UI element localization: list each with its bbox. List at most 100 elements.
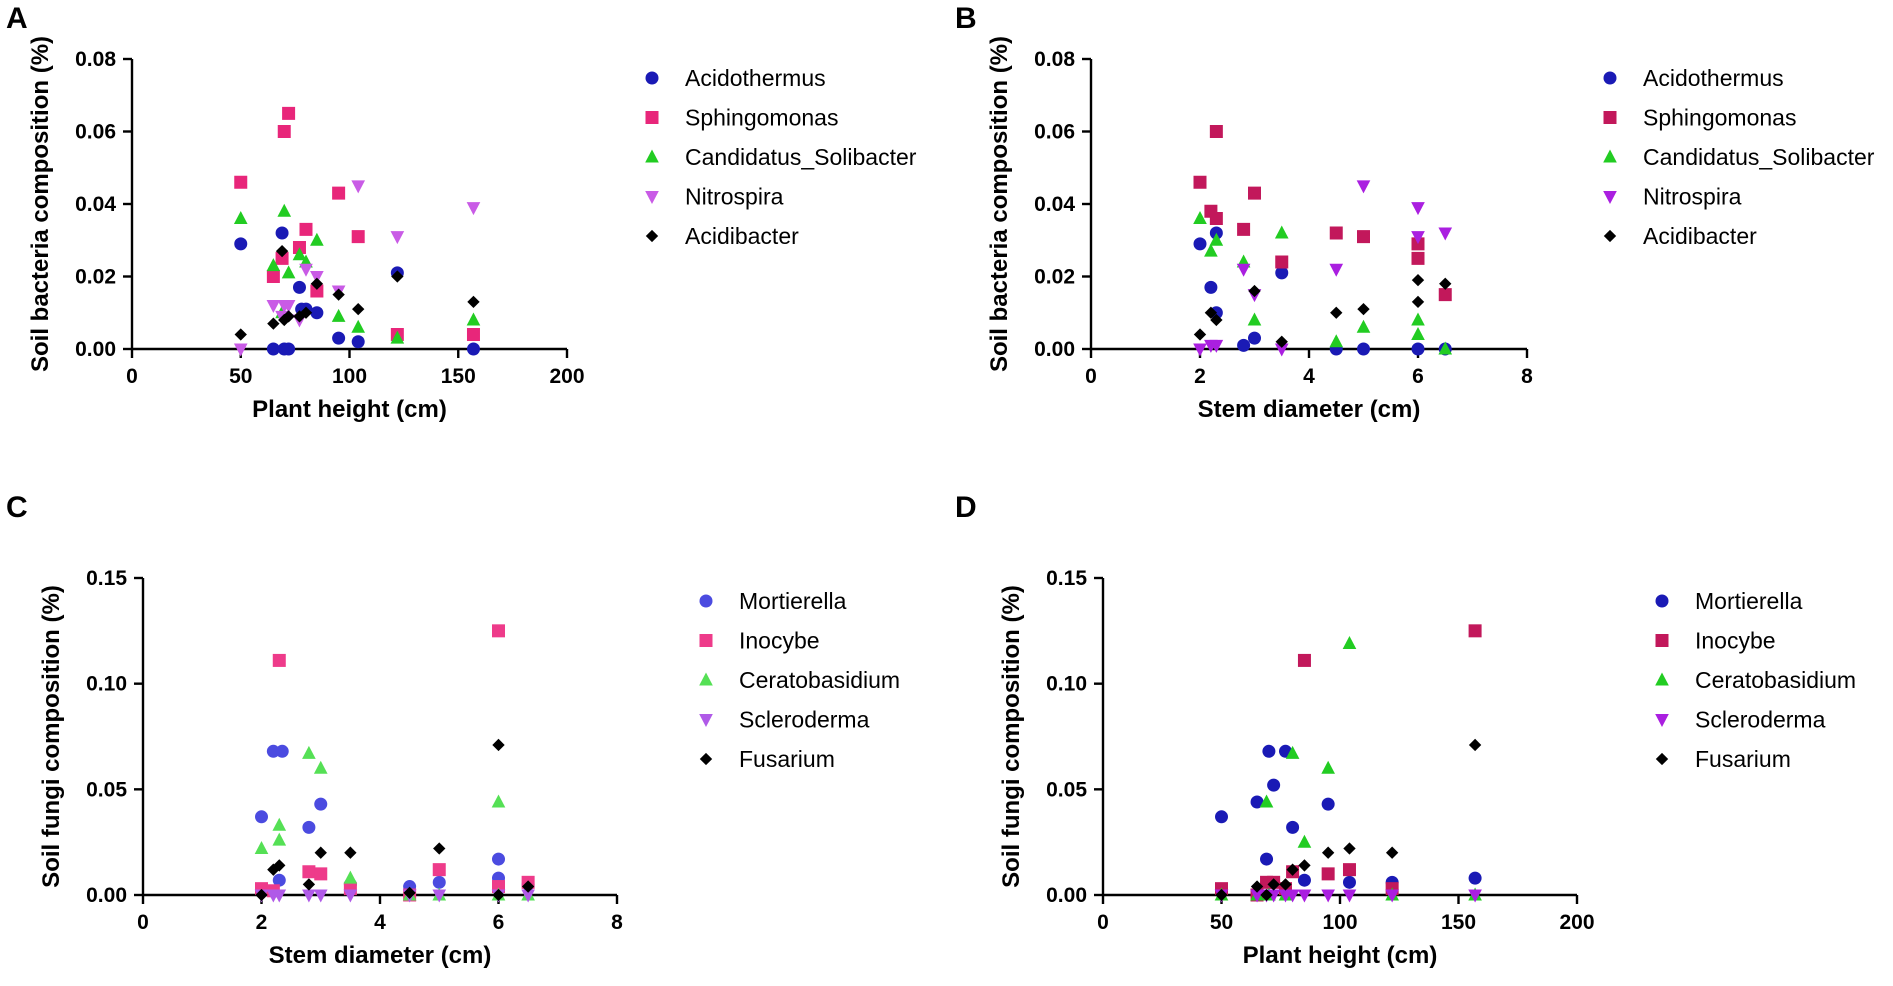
legend-label: Acidibacter — [1643, 223, 1757, 249]
legend-label: Acidothermus — [685, 65, 826, 91]
data-point — [1411, 202, 1425, 216]
x-tick-label: 150 — [441, 365, 476, 388]
data-point — [467, 295, 480, 309]
data-point — [1356, 180, 1371, 194]
data-point — [432, 875, 446, 889]
data-point — [1260, 888, 1273, 902]
data-point — [1260, 852, 1274, 866]
series-mortierella — [255, 744, 535, 894]
legend-marker-circle — [1655, 594, 1669, 608]
data-point — [1411, 273, 1425, 287]
panel-letter: C — [6, 491, 28, 524]
data-point — [1411, 295, 1425, 309]
data-point — [332, 288, 345, 301]
data-point — [1468, 889, 1482, 903]
legend-label: Inocybe — [739, 628, 820, 654]
data-point — [1285, 889, 1300, 903]
data-point — [1438, 227, 1453, 241]
y-tick-label: 0.02 — [75, 266, 116, 289]
data-point — [1297, 834, 1312, 848]
data-point — [1438, 288, 1452, 302]
legend-marker-triangle-down — [1655, 713, 1669, 727]
data-point — [433, 842, 446, 855]
data-point — [351, 230, 365, 244]
data-point — [234, 175, 248, 189]
data-point — [1248, 186, 1261, 200]
x-tick-label: 0 — [1085, 365, 1097, 388]
data-point — [302, 889, 316, 903]
data-point — [302, 745, 316, 759]
legend-marker-diamond — [1655, 752, 1669, 766]
y-tick-label: 0.08 — [1034, 48, 1075, 71]
data-point — [277, 125, 291, 138]
x-tick-label: 200 — [1559, 911, 1594, 934]
data-point — [314, 846, 327, 859]
legend-marker-triangle-down — [645, 190, 659, 204]
data-point — [1275, 335, 1288, 348]
panel-d: D 0 50 100 150 200 0.00 0.05 0.10 0.15 Plant heigh… — [955, 491, 1856, 969]
panel-letter: B — [955, 2, 977, 35]
series-fusarium — [1215, 738, 1482, 902]
data-point — [1356, 319, 1371, 333]
data-point — [1385, 889, 1399, 903]
data-point — [234, 328, 247, 341]
data-point — [432, 863, 446, 877]
series-sphingomonas — [1193, 125, 1452, 302]
data-point — [1250, 880, 1264, 893]
y-tick-label: 0.10 — [1046, 673, 1087, 696]
data-point — [1248, 284, 1261, 298]
x-tick-label: 8 — [611, 911, 623, 934]
data-point — [1342, 636, 1357, 650]
series-fusarium — [255, 738, 535, 902]
data-point — [390, 231, 405, 245]
data-point — [1215, 810, 1228, 824]
data-point — [343, 889, 358, 903]
data-point — [292, 280, 306, 294]
data-point — [1267, 878, 1280, 891]
y-tick-label: 0.00 — [86, 884, 127, 907]
series-acidibacter — [234, 244, 480, 341]
y-tick-label: 0.15 — [86, 567, 127, 590]
y-axis-title: Soil fungi composition (%) — [998, 585, 1025, 888]
data-point — [332, 331, 346, 345]
data-point — [344, 846, 357, 859]
data-point — [273, 859, 286, 872]
x-tick-label: 6 — [493, 911, 505, 934]
data-point — [266, 299, 281, 313]
panel-a: A 0 50 100 150 200 0.00 0.02 0.04 0.06 0.08 Plant h… — [6, 2, 917, 423]
data-point — [1411, 312, 1425, 326]
legend-marker-triangle-up — [699, 672, 713, 686]
data-point — [332, 186, 346, 200]
data-point — [282, 342, 296, 356]
data-point — [299, 222, 313, 236]
x-axis-title: Plant height (cm) — [252, 396, 447, 423]
data-point — [313, 889, 328, 903]
data-point — [299, 263, 313, 277]
data-point — [314, 797, 328, 811]
data-point — [1237, 338, 1251, 352]
data-point — [275, 744, 289, 758]
data-point — [1411, 327, 1425, 341]
data-point — [255, 888, 268, 902]
data-point — [343, 870, 358, 884]
legend: Acidothermus Sphingomonas Candidatus_Solib… — [645, 65, 917, 249]
data-point — [1321, 846, 1335, 859]
data-point — [267, 863, 280, 876]
data-point — [491, 794, 506, 808]
data-point — [314, 867, 328, 881]
x-tick-label: 150 — [1441, 911, 1476, 934]
y-tick-label: 0.06 — [75, 121, 116, 144]
legend-marker-circle — [699, 594, 713, 608]
data-point — [299, 306, 313, 319]
legend-label: Fusarium — [1695, 746, 1791, 772]
data-point — [310, 284, 324, 298]
data-point — [1215, 888, 1228, 902]
data-point — [521, 889, 535, 903]
series-nitrospira — [1193, 180, 1453, 357]
series-acidothermus — [234, 226, 480, 356]
data-point — [466, 202, 481, 216]
data-point — [1209, 212, 1223, 225]
x-axis-title: Plant height (cm) — [1243, 942, 1438, 969]
x-tick-label: 0 — [1097, 911, 1109, 934]
data-point — [1411, 251, 1425, 265]
